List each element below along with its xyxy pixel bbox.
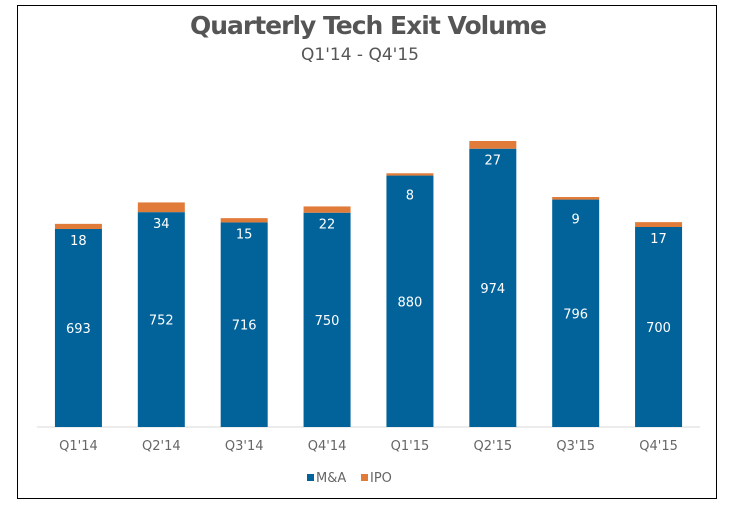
bar-ma-4 <box>386 175 434 427</box>
data-label: 693 <box>66 322 91 337</box>
data-label: 8 <box>406 189 414 204</box>
legend-label: IPO <box>370 471 392 486</box>
bar-ma-7 <box>635 227 683 427</box>
data-label: 27 <box>485 154 502 169</box>
bar-ipo-5 <box>469 141 517 149</box>
legend-swatch <box>307 474 314 481</box>
data-label: 752 <box>149 314 174 329</box>
x-tick-label: Q1'15 <box>391 439 430 454</box>
data-label: 880 <box>398 295 423 310</box>
chart-subtitle: Q1'14 - Q4'15 <box>301 45 419 65</box>
bar-ipo-0 <box>54 223 102 229</box>
data-label: 15 <box>236 227 253 242</box>
data-label: 716 <box>232 319 257 334</box>
x-tick-label: Q4'15 <box>639 439 678 454</box>
bar-ma-2 <box>220 222 268 427</box>
bar-ipo-7 <box>635 222 683 227</box>
data-label: 34 <box>153 217 170 232</box>
x-tick-label: Q4'14 <box>308 439 347 454</box>
bar-ma-5 <box>469 148 517 427</box>
legend: M&A IPO <box>307 471 392 486</box>
x-tick-label: Q3'15 <box>556 439 595 454</box>
bar-ipo-6 <box>552 197 600 200</box>
data-label: 17 <box>650 232 667 247</box>
bar-ipo-2 <box>220 218 268 223</box>
x-tick-label: Q1'14 <box>59 439 98 454</box>
data-label: 700 <box>646 321 671 336</box>
legend-swatch <box>361 474 368 481</box>
bar-ma-6 <box>552 199 600 427</box>
data-label: 796 <box>563 307 588 322</box>
data-label: 974 <box>480 282 505 297</box>
data-label: 750 <box>315 314 340 329</box>
data-label: 22 <box>319 218 336 233</box>
chart-title: Quarterly Tech Exit Volume <box>190 11 546 40</box>
chart-frame <box>17 5 717 499</box>
x-tick-label: Q2'15 <box>474 439 513 454</box>
data-label: 9 <box>572 213 580 228</box>
data-label: 18 <box>70 234 87 249</box>
x-tick-label: Q3'14 <box>225 439 264 454</box>
bar-ma-3 <box>303 212 351 427</box>
bar-ipo-3 <box>303 206 351 213</box>
bar-ma-1 <box>137 212 185 427</box>
bar-ma-0 <box>54 229 102 427</box>
bar-ipo-4 <box>386 173 434 176</box>
x-tick-label: Q2'14 <box>142 439 181 454</box>
legend-label: M&A <box>316 471 346 486</box>
bar-ipo-1 <box>137 202 185 213</box>
